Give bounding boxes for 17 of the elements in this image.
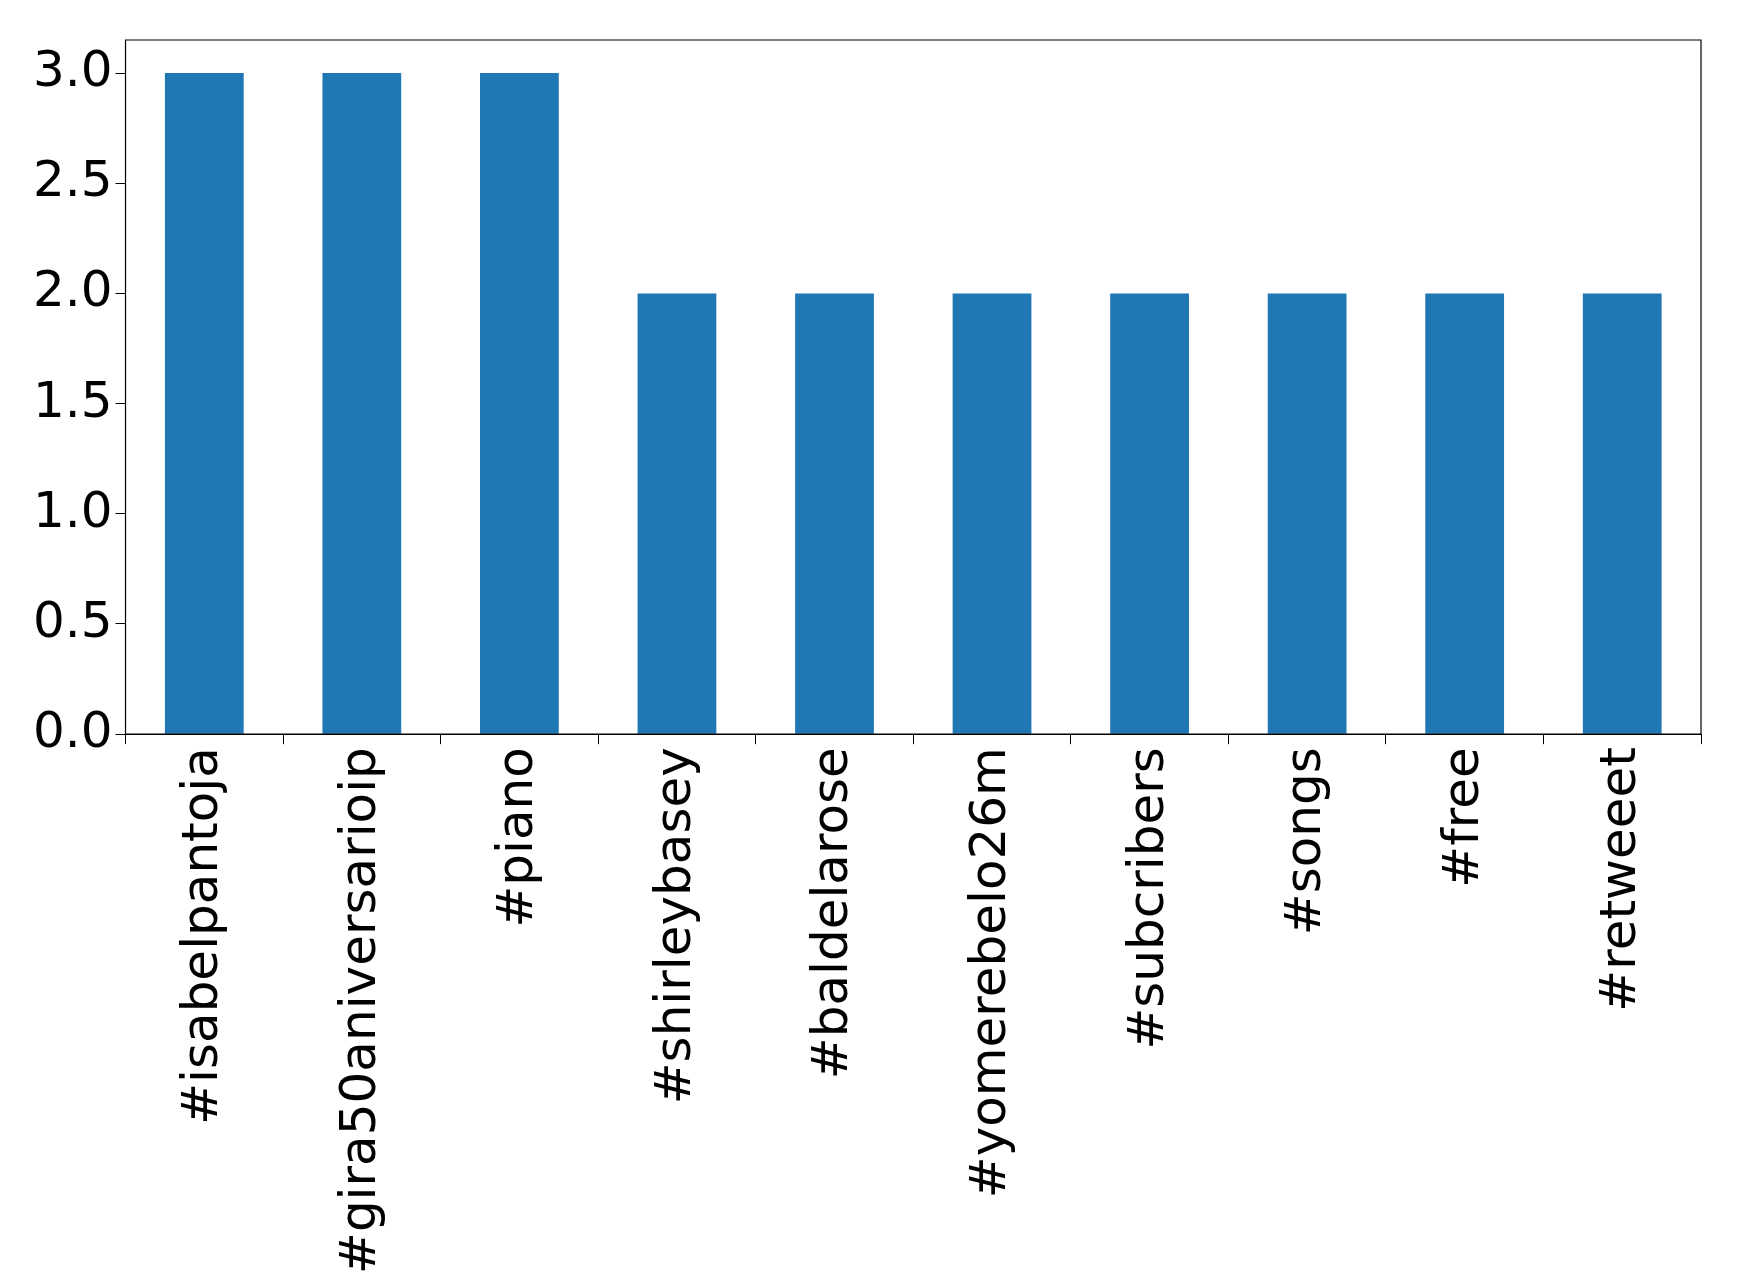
x-tick-label: #free — [1431, 747, 1490, 888]
y-tick-label: 0.5 — [32, 590, 113, 649]
x-tick-label: #songs — [1274, 747, 1333, 936]
y-tick-label: 1.0 — [32, 480, 113, 539]
y-tick-label: 1.5 — [32, 370, 113, 429]
x-tick-label: #gira50aniversarioip — [328, 747, 387, 1275]
y-tick-label: 0.0 — [32, 701, 113, 760]
x-tick-label: #subcribers — [1116, 747, 1175, 1050]
x-tick-label: #retweeet — [1589, 747, 1648, 1012]
x-tick-label: #yomerebelo26m — [959, 747, 1018, 1199]
y-tick-label: 2.5 — [32, 150, 113, 209]
y-tick-label: 3.0 — [32, 40, 113, 99]
x-tick-label: #piano — [486, 747, 545, 928]
x-tick-label: #isabelpantoja — [171, 747, 230, 1125]
x-tick-label: #shirleybasey — [643, 747, 702, 1105]
y-tick-label: 2.0 — [32, 260, 113, 319]
x-tick-label: #baldelarose — [801, 747, 860, 1080]
